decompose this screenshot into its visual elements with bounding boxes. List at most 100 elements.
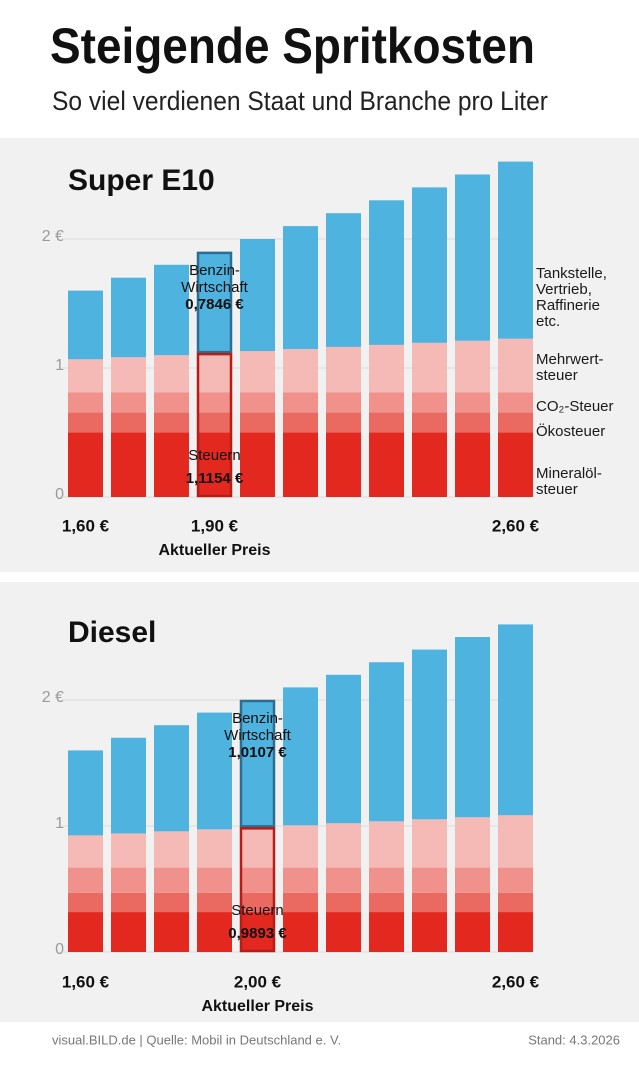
bar-segment xyxy=(498,338,533,393)
bar-segment xyxy=(369,200,404,345)
bar-segment xyxy=(154,264,189,356)
bar-segment xyxy=(111,392,146,413)
annotation-value: 1,1154 € xyxy=(185,470,244,487)
x-tick-label: 2,00 € xyxy=(234,972,282,991)
bar-segment xyxy=(154,831,189,868)
bar-segment xyxy=(283,348,318,393)
chart-title: Diesel xyxy=(68,616,156,649)
annotation: Steuern xyxy=(231,902,284,919)
bar-segment xyxy=(498,624,533,816)
bar-segment xyxy=(197,892,232,913)
annotation: Benzin- Wirtschaft xyxy=(181,261,248,296)
bar-segment xyxy=(240,412,275,433)
bar-segment xyxy=(498,867,533,893)
x-tick-label: 2,60 € xyxy=(492,972,540,991)
bar-segment xyxy=(111,277,146,358)
bar-segment xyxy=(154,725,189,832)
bar-segment xyxy=(369,892,404,913)
bar-segment xyxy=(154,912,189,952)
bar-segment xyxy=(240,892,275,913)
bar-segment xyxy=(68,892,103,913)
bar-segment xyxy=(412,867,447,893)
bar-segment xyxy=(455,892,490,913)
bar-segment xyxy=(283,912,318,952)
bar-segment xyxy=(197,392,232,413)
bar-segment xyxy=(412,649,447,820)
bar-segment xyxy=(111,432,146,497)
bar-segment xyxy=(240,432,275,497)
bar-segment xyxy=(68,359,103,393)
bar-segment xyxy=(412,819,447,868)
bar-segment xyxy=(283,432,318,497)
bar-segment xyxy=(154,355,189,393)
bar-segment xyxy=(455,817,490,868)
x-tick-label: 1,90 € xyxy=(191,516,239,535)
bar-segment xyxy=(455,867,490,893)
highlight-label: Aktueller Preis xyxy=(158,542,270,559)
bar-segment xyxy=(498,412,533,433)
bar-segment xyxy=(197,432,232,497)
bar-segment xyxy=(283,825,318,868)
bar-segment xyxy=(455,412,490,433)
bar-segment xyxy=(197,353,232,393)
bar-segment xyxy=(412,912,447,952)
bar-segment xyxy=(197,867,232,893)
bar-segment xyxy=(326,213,361,347)
bar-segment xyxy=(326,392,361,413)
bar-segment xyxy=(369,392,404,413)
highlight-outline xyxy=(196,352,233,498)
bar-segment xyxy=(283,412,318,433)
bar-segment xyxy=(111,867,146,893)
bar-segment xyxy=(326,674,361,824)
bar-segment xyxy=(68,912,103,952)
bar-segment xyxy=(68,867,103,893)
bar-segment xyxy=(326,912,361,952)
bar-segment xyxy=(68,432,103,497)
bar-segment xyxy=(455,912,490,952)
y-tick-label: 0 xyxy=(55,486,64,503)
bar-segment xyxy=(412,342,447,393)
y-tick-label: 1 xyxy=(55,357,64,374)
bar-segment xyxy=(68,290,103,360)
bar-segment xyxy=(498,892,533,913)
bar-segment xyxy=(240,351,275,393)
bar-segment xyxy=(68,750,103,836)
bar-segment xyxy=(154,867,189,893)
bar-segment xyxy=(283,392,318,413)
y-tick-label: 0 xyxy=(55,941,64,958)
bar-segment xyxy=(326,432,361,497)
bar-segment xyxy=(498,432,533,497)
page-title: Steigende Spritkosten xyxy=(50,18,535,74)
bar-segment xyxy=(68,392,103,413)
legend-entry: Tankstelle, Vertrieb, Raffinerie etc. xyxy=(536,265,607,330)
bar-segment xyxy=(455,432,490,497)
bar-segment xyxy=(111,892,146,913)
annotation: Benzin- Wirtschaft xyxy=(224,710,291,744)
bar-segment xyxy=(326,892,361,913)
bar-segment xyxy=(498,815,533,868)
chart-title: Super E10 xyxy=(68,164,215,197)
bar-segment xyxy=(111,412,146,433)
bar-segment xyxy=(369,432,404,497)
bar-segment xyxy=(240,912,275,952)
annotation: Steuern xyxy=(188,447,241,464)
legend-entry: Mineralöl- steuer xyxy=(536,465,602,498)
bar-segment xyxy=(111,912,146,952)
bar-segment xyxy=(412,187,447,343)
bar-segment xyxy=(412,892,447,913)
bar-segment xyxy=(369,912,404,952)
highlight-label: Aktueller Preis xyxy=(201,998,313,1015)
bar-segment xyxy=(412,432,447,497)
annotation-value: 0,7846 € xyxy=(185,295,244,313)
bar-segment xyxy=(240,239,275,352)
bar-segment xyxy=(455,392,490,413)
x-tick-label: 1,60 € xyxy=(62,972,110,991)
bar-segment xyxy=(326,867,361,893)
highlight-outline xyxy=(239,699,276,828)
bar-segment xyxy=(154,412,189,433)
page-subtitle: So viel verdienen Staat und Branche pro … xyxy=(52,86,548,116)
bar-segment xyxy=(326,823,361,868)
bar-segment xyxy=(455,637,490,818)
bar-segment xyxy=(369,821,404,868)
bar-segment xyxy=(412,412,447,433)
